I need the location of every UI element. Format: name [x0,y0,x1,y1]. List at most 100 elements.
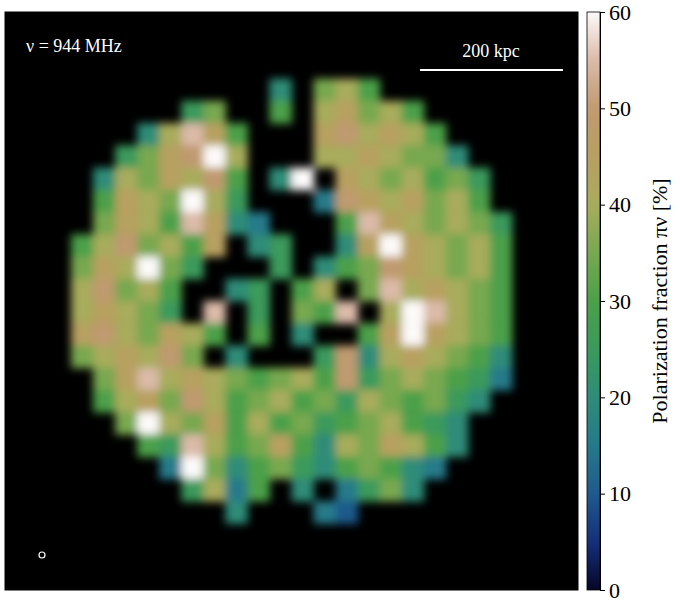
heatmap-cell [159,190,182,213]
frequency-label: ν = 944 MHz [26,36,122,56]
heatmap-cell [181,234,204,257]
heatmap-cell [247,479,270,502]
heatmap-cell [292,301,315,324]
heatmap-cell [314,279,337,302]
heatmap-cell [115,412,138,435]
colorbar-tick-mark [600,12,605,13]
heatmap-cell [358,257,381,280]
heatmap-cell [314,345,337,368]
heatmap-cell [181,345,204,368]
heatmap-cell [314,501,337,524]
heatmap-cell [358,390,381,413]
heatmap-cell [314,434,337,457]
heatmap-cell [336,123,359,146]
heatmap-cell [71,234,94,257]
heatmap-cell [137,279,160,302]
heatmap-cell [468,301,491,324]
heatmap-cell [358,412,381,435]
heatmap-cell [446,168,469,191]
heatmap-cell [314,457,337,480]
heatmap-cell [314,257,337,280]
heatmap-cell [402,168,425,191]
heatmap-cell [137,123,160,146]
heatmap-cell [181,434,204,457]
heatmap-cell [424,279,447,302]
heatmap-cell [181,368,204,391]
heatmap-cell [93,323,116,346]
heatmap-cell [358,279,381,302]
heatmap-cell [402,434,425,457]
colorbar-tick: 0 [600,578,620,603]
heatmap-cell [93,279,116,302]
heatmap-cell [336,190,359,213]
heatmap-cell [314,368,337,391]
colorbar-tick-mark [600,590,605,591]
chart: ν = 944 MHz200 kpc0102030405060Polarizat… [0,0,680,603]
heatmap-cell [314,79,337,102]
heatmap-cell [159,257,182,280]
heatmap-cell [225,190,248,213]
heatmap-cell [468,212,491,235]
heatmap-cell [336,390,359,413]
colorbar-tick: 60 [600,0,631,25]
heatmap-cell [336,501,359,524]
heatmap-cell [115,301,138,324]
colorbar-axis: 0102030405060 [600,0,631,603]
heatmap-cell [336,479,359,502]
colorbar-axis-line [601,13,606,591]
heatmap-cell [446,279,469,302]
heatmap-cell [424,301,447,324]
colorbar-tick-label: 40 [609,192,631,217]
heatmap-cell [468,390,491,413]
heatmap-cell [203,101,226,124]
heatmap-cell [490,368,513,391]
heatmap-cell [269,168,292,191]
heatmap-cell [292,368,315,391]
heatmap-cell [247,412,270,435]
heatmap-cell [402,190,425,213]
heatmap-cell [93,190,116,213]
heatmap-cell [446,434,469,457]
colorbar-tick-label: 20 [609,385,631,410]
heatmap-cell [71,301,94,324]
heatmap-cell [159,434,182,457]
heatmap-cell [402,301,425,324]
heatmap-cell [93,168,116,191]
heatmap-cell [203,479,226,502]
heatmap-cell [380,145,403,168]
heatmap-cell [358,479,381,502]
heatmap-cell [424,412,447,435]
heatmap-cell [424,190,447,213]
heatmap-cell [358,457,381,480]
heatmap-cell [292,168,315,191]
heatmap-cell [203,390,226,413]
scale-bar [420,69,563,71]
heatmap-cell [71,279,94,302]
colorbar-tick-label: 30 [609,289,631,314]
colorbar-tick-mark [600,301,605,302]
heatmap-cell [247,212,270,235]
heatmap-cell [424,390,447,413]
heatmap-cell [468,345,491,368]
heatmap-cell [490,301,513,324]
heatmap-cell [446,323,469,346]
heatmap-cell [203,123,226,146]
heatmap-cell [137,434,160,457]
heatmap-cell [314,412,337,435]
heatmap-cell [446,345,469,368]
heatmap-cell [292,323,315,346]
heatmap-cell [269,368,292,391]
heatmap-cell [225,479,248,502]
beam [39,552,45,558]
heatmap-cell [269,79,292,102]
heatmap-cell [380,434,403,457]
heatmap-cell [424,257,447,280]
heatmap-cell [402,457,425,480]
heatmap-cell [314,301,337,324]
heatmap-cell [314,390,337,413]
heatmap-cell [380,345,403,368]
heatmap-cell [203,212,226,235]
colorbar-tick-mark [600,205,605,206]
heatmap-cell [247,390,270,413]
heatmap-cell [402,412,425,435]
